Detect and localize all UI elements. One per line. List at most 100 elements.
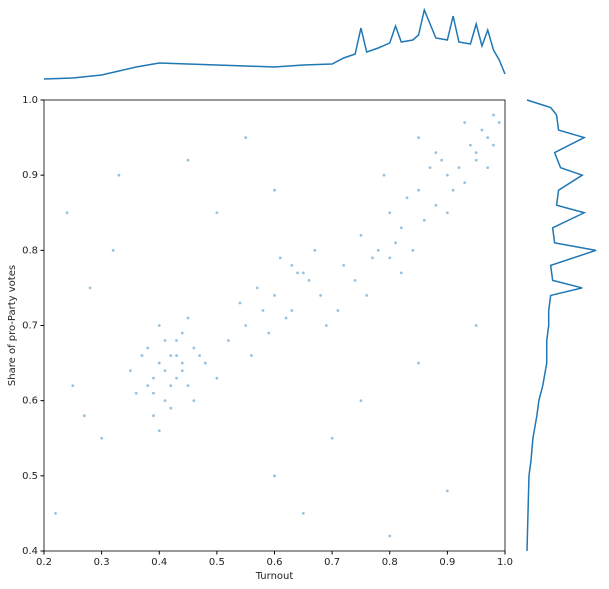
point [422,218,426,222]
x-tick-label: 0.2 [36,557,52,568]
x-tick-label: 1.0 [497,557,513,568]
x-tick-label: 0.8 [382,557,398,568]
point [399,226,403,230]
point [273,474,276,478]
point [330,436,334,440]
x-tick-label: 0.3 [94,557,110,568]
point [267,331,271,335]
point [180,369,184,372]
point [434,151,438,155]
point [457,166,461,170]
marginal-line [43,7,506,80]
point [152,376,155,380]
x-tick-label: 0.4 [151,557,167,568]
axes-frame [43,99,506,552]
point [157,324,161,327]
point [146,384,150,388]
point [117,173,121,177]
point [417,361,420,365]
y-axis-label: Share of pro-Party votes [7,265,18,386]
point [290,263,294,267]
y-tick-label: 0.9 [22,170,38,181]
point [169,406,173,410]
point [388,534,392,538]
point [359,233,363,237]
point [492,113,495,117]
point [417,188,420,192]
point [284,316,288,320]
point [82,414,86,418]
point [307,279,311,282]
point [100,436,104,440]
point [169,354,173,357]
point [399,271,403,275]
point [54,512,57,515]
point [474,151,478,155]
point [463,181,467,185]
point [163,399,167,403]
point [255,286,259,290]
point [492,143,495,147]
point [371,256,374,260]
point [186,384,190,388]
point [180,331,184,335]
point [157,361,161,365]
point [474,324,478,327]
point [319,294,322,297]
point [296,271,299,275]
point [238,301,242,305]
point [451,188,455,192]
point [175,376,178,380]
point [301,271,305,275]
point [140,354,144,357]
point [480,128,484,132]
point [169,384,173,388]
point [152,391,155,395]
y-tick-label: 0.4 [22,546,38,557]
point [434,203,438,207]
point [463,121,467,124]
point [445,489,449,493]
point [175,354,178,357]
point [486,136,490,139]
point [215,376,219,380]
x-tick-label: 0.5 [209,557,225,568]
point [134,391,138,395]
point [474,158,478,162]
point [244,324,248,327]
point [146,346,150,350]
point [445,173,449,177]
point [278,256,282,260]
point [388,256,392,260]
y-tick-label: 0.6 [22,396,38,407]
point [261,309,265,312]
x-tick-label: 0.9 [439,557,455,568]
point [250,354,253,357]
point [394,241,397,245]
point [405,196,409,200]
point [273,188,276,192]
point [336,309,340,312]
y-tick-label: 0.8 [22,245,38,256]
point [417,136,420,139]
point [215,211,219,215]
point [273,294,276,297]
marginal-line [526,99,597,552]
point [497,121,501,124]
point [301,512,305,515]
point [469,143,472,147]
point [486,166,490,170]
point [440,158,444,162]
point [163,369,167,372]
point [313,248,317,252]
point [365,294,369,297]
point [382,173,386,177]
point [290,309,294,312]
point [192,346,196,350]
point [445,211,449,215]
point [163,339,167,342]
point [157,429,161,433]
point [227,339,230,342]
point [65,211,69,215]
point [342,263,346,267]
